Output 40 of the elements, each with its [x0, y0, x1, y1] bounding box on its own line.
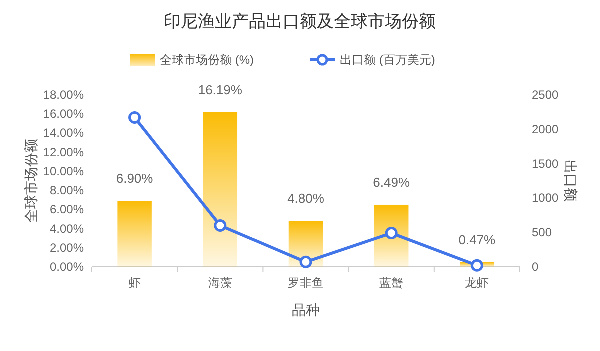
chart-title: 印尼渔业产品出口额及全球市场份额	[164, 12, 436, 31]
data-label: 6.49%	[373, 174, 410, 190]
point	[214, 219, 227, 232]
x-tick-label: 龙虾	[465, 276, 490, 290]
bar	[374, 204, 409, 267]
data-label: 4.80%	[288, 191, 325, 206]
y-tick-label: 16.00%	[43, 107, 84, 122]
y-axis-title: 全球市场份额	[23, 139, 39, 223]
y2-tick-label: 1500	[532, 156, 560, 171]
x-tick-label: 海藻	[208, 276, 232, 290]
legend-label: 全球市场份额 (%)	[160, 53, 254, 67]
y-tick-label: 4.00%	[50, 222, 84, 236]
legend-label: 出口额 (百万美元)	[340, 53, 436, 67]
y2-tick-label: 2000	[532, 122, 560, 136]
y-tick-label: 14.00%	[43, 126, 84, 140]
bar	[203, 112, 238, 267]
data-label: 16.19%	[198, 82, 243, 98]
point	[300, 256, 312, 268]
point	[128, 111, 142, 124]
point	[385, 227, 398, 240]
x-axis-title: 品种	[292, 302, 320, 318]
data-label: 6.90%	[116, 171, 154, 186]
y2-tick-label: 0	[532, 260, 539, 274]
y2-tick-label: 1000	[532, 191, 560, 206]
y2-tick-label: 2500	[532, 88, 560, 102]
x-tick-label: 蓝蟹	[380, 276, 404, 290]
point	[470, 259, 484, 272]
x-tick-label: 罗非鱼	[288, 276, 324, 290]
y-tick-label: 8.00%	[50, 184, 84, 198]
y-tick-label: 12.00%	[43, 145, 84, 160]
y-tick-label: 2.00%	[50, 240, 84, 255]
y2-tick-label: 500	[532, 226, 552, 240]
y-tick-label: 18.00%	[43, 88, 84, 102]
y2-axis-title: 出口额	[563, 160, 579, 202]
x-tick-label: 虾	[128, 276, 141, 290]
y-tick-label: 10.00%	[43, 164, 84, 178]
data-label: 0.47%	[458, 232, 496, 248]
y-tick-label: 0.00%	[50, 260, 84, 274]
bar	[118, 201, 152, 267]
y-tick-label: 6.00%	[50, 202, 84, 217]
